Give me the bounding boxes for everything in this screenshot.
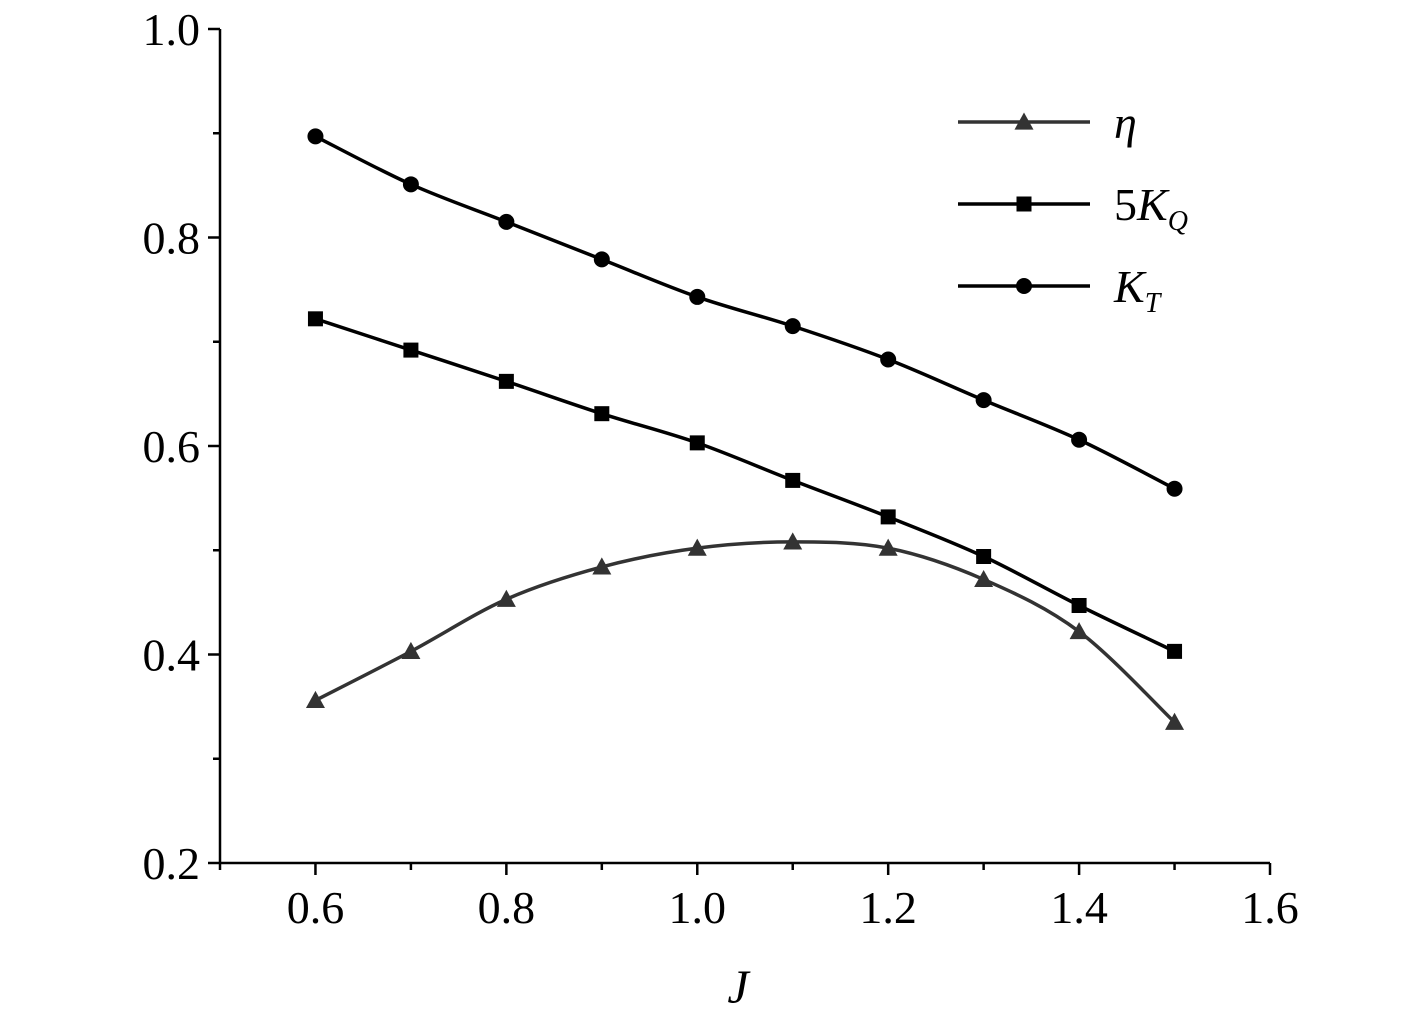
y-tick-label: 1.0 <box>143 4 201 55</box>
y-tick-label: 0.6 <box>143 421 201 472</box>
legend-label-main: 5K <box>1114 179 1170 230</box>
legend-item-square: 5KQ <box>958 179 1188 237</box>
data-point-triangle <box>783 532 803 550</box>
data-point-square <box>1167 643 1183 659</box>
axes: 0.2 0.4 0.6 0.8 1.0 0.6 0.8 1.0 1.2 1.4 1.6 <box>143 4 1299 933</box>
data-point-square <box>1071 598 1087 614</box>
series-line-triangle <box>314 540 1176 724</box>
x-tick-label: 1.6 <box>1241 882 1299 933</box>
data-point-circle <box>784 318 801 335</box>
legend-item-circle: KT <box>958 261 1163 319</box>
data-point-triangle <box>974 569 994 588</box>
data-point-square <box>594 406 610 422</box>
series-square <box>307 311 1183 659</box>
data-point-circle <box>975 392 992 409</box>
x-tick-label: 0.6 <box>287 882 345 933</box>
legend-marker-triangle <box>1014 112 1034 130</box>
x-tick-label: 1.0 <box>669 882 727 933</box>
data-point-triangle <box>1069 622 1089 640</box>
legend-marker-circle <box>1016 278 1032 294</box>
data-point-triangle <box>1165 712 1185 730</box>
series-line-circle <box>314 134 1176 491</box>
x-axis-title: J <box>727 961 751 1014</box>
x-tick-label: 0.8 <box>478 882 536 933</box>
data-point-square <box>498 373 514 389</box>
data-point-triangle <box>305 690 325 708</box>
y-tick-label: 0.8 <box>143 213 201 264</box>
y-tick-label: 0.4 <box>143 630 201 681</box>
legend-label: 5KQ <box>1114 179 1188 237</box>
data-point-circle <box>689 288 706 305</box>
data-point-circle <box>498 213 515 230</box>
data-point-square <box>689 435 705 451</box>
legend-label: η <box>1114 97 1137 148</box>
data-point-triangle <box>592 557 612 575</box>
data-point-circle <box>1071 431 1088 448</box>
data-point-circle <box>593 251 610 268</box>
series-circle <box>307 128 1183 497</box>
data-point-square <box>880 509 896 525</box>
data-point-square <box>785 472 801 488</box>
y-tick-label: 0.2 <box>143 838 201 889</box>
data-point-square <box>976 549 992 565</box>
series-layer <box>305 128 1185 730</box>
x-tick-label: 1.2 <box>859 882 917 933</box>
data-point-circle <box>880 351 897 368</box>
data-point-triangle <box>687 538 707 556</box>
data-point-circle <box>402 176 419 193</box>
data-point-circle <box>307 128 324 145</box>
series-line-square <box>314 317 1176 653</box>
legend-label-subscript: T <box>1145 288 1163 319</box>
legend-label-subscript: Q <box>1168 206 1188 237</box>
data-point-triangle <box>878 538 898 556</box>
data-point-triangle <box>496 589 516 607</box>
legend-label: KT <box>1113 261 1163 319</box>
data-point-square <box>307 311 323 327</box>
legend-item-triangle: η <box>958 97 1137 148</box>
x-tick-label: 1.4 <box>1050 882 1108 933</box>
legend-label-main: K <box>1113 261 1147 312</box>
legend-label-main: η <box>1114 97 1137 148</box>
data-point-triangle <box>401 641 421 659</box>
legend-marker-square <box>1016 196 1032 212</box>
data-point-square <box>403 342 419 358</box>
data-point-circle <box>1166 480 1183 497</box>
series-triangle <box>305 532 1185 730</box>
